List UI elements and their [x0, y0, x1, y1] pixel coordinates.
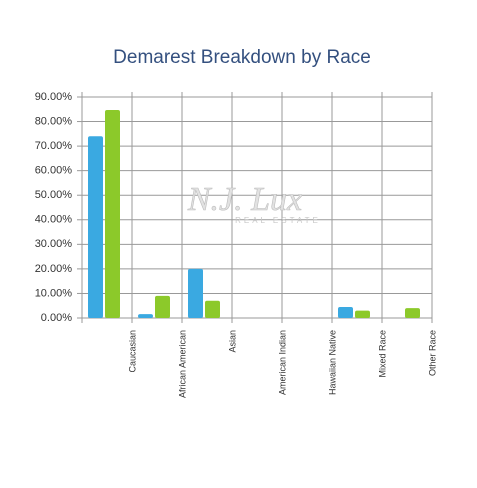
x-tick-label: American Indian — [277, 330, 287, 395]
y-tick-label: 90.00% — [35, 91, 73, 103]
x-tick-label: Other Race — [427, 330, 437, 376]
x-tick-label: Asian — [227, 330, 237, 353]
bar — [105, 110, 120, 319]
x-tick-label: Mixed Race — [377, 330, 387, 378]
y-tick-label: 10.00% — [35, 287, 73, 299]
bar — [405, 308, 420, 318]
bar — [88, 136, 103, 318]
y-tick-label: 70.00% — [35, 140, 73, 152]
y-tick-label: 30.00% — [35, 238, 73, 250]
y-tick-label: 20.00% — [35, 263, 73, 275]
y-tick-label: 80.00% — [35, 115, 73, 127]
bar — [188, 268, 203, 318]
y-tick-label: 60.00% — [35, 165, 73, 177]
bar — [205, 300, 220, 318]
x-tick-label: Caucasian — [127, 330, 137, 373]
x-tick-label: Hawaiian Native — [327, 330, 337, 395]
bar — [338, 306, 353, 318]
bar — [138, 314, 153, 318]
bar — [155, 295, 170, 318]
watermark-subtitle: REAL ESTATE — [235, 216, 321, 225]
watermark-title: N.J. Lux — [187, 181, 302, 218]
chart-title: Demarest Breakdown by Race — [113, 47, 371, 68]
y-tick-label: 50.00% — [35, 189, 73, 201]
bar — [355, 310, 370, 318]
y-tick-label: 0.00% — [41, 312, 72, 324]
y-tick-label: 40.00% — [35, 214, 73, 226]
x-tick-label: African American — [177, 330, 187, 398]
